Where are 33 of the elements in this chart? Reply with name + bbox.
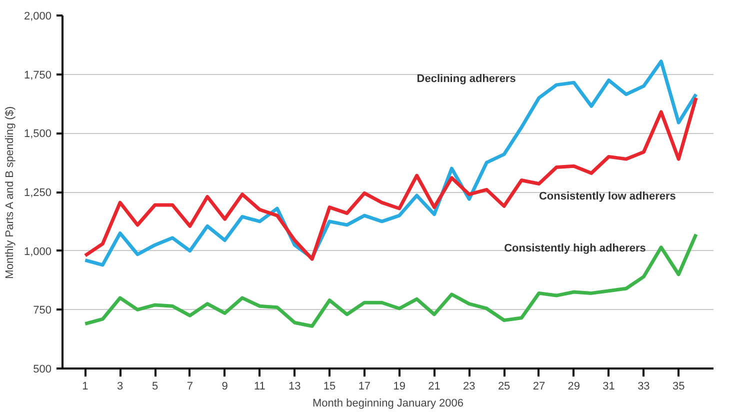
x-tick-label: 27 — [532, 380, 546, 392]
y-tick-label: 1,500 — [24, 128, 52, 140]
x-axis-title: Month beginning January 2006 — [312, 398, 464, 410]
y-tick-label: 1,250 — [24, 187, 52, 199]
x-tick-label: 21 — [428, 380, 440, 392]
line-series — [83, 232, 698, 328]
y-tick-label: 750 — [33, 304, 52, 317]
x-tick-label: 3 — [117, 380, 124, 392]
x-tick-label: 33 — [638, 380, 650, 392]
x-tick-label: 15 — [323, 380, 336, 392]
line-series — [83, 60, 698, 267]
x-tick-label: 29 — [568, 380, 580, 392]
line-series — [83, 96, 698, 261]
series-label: Consistently high adherers — [504, 242, 646, 254]
y-tick-label: 1,750 — [24, 69, 52, 82]
x-tick-label: 17 — [358, 380, 371, 392]
x-tick-label: 11 — [254, 380, 266, 392]
x-tick-label: 9 — [222, 380, 228, 392]
text: Declining adherers — [416, 72, 516, 85]
x-tick-label: 13 — [288, 380, 301, 392]
x-tick-label: 5 — [152, 380, 158, 392]
y-axis-title: Monthly Parts A and B spending ($) — [4, 106, 16, 279]
x-tick-label: 31 — [602, 380, 615, 392]
x-tick-label: 35 — [672, 380, 685, 392]
x-tick-label: 25 — [498, 380, 510, 392]
y-tick-label: 2,000 — [24, 10, 52, 22]
y-tick-label: 500 — [33, 364, 52, 376]
series-label: Consistently low adherers — [538, 190, 676, 203]
x-tick-label: 1 — [82, 380, 88, 392]
y-tick-label: 1,000 — [24, 246, 52, 258]
x-tick-label: 7 — [186, 380, 193, 392]
x-tick-label: 19 — [393, 380, 406, 392]
x-tick-label: 23 — [463, 380, 476, 392]
